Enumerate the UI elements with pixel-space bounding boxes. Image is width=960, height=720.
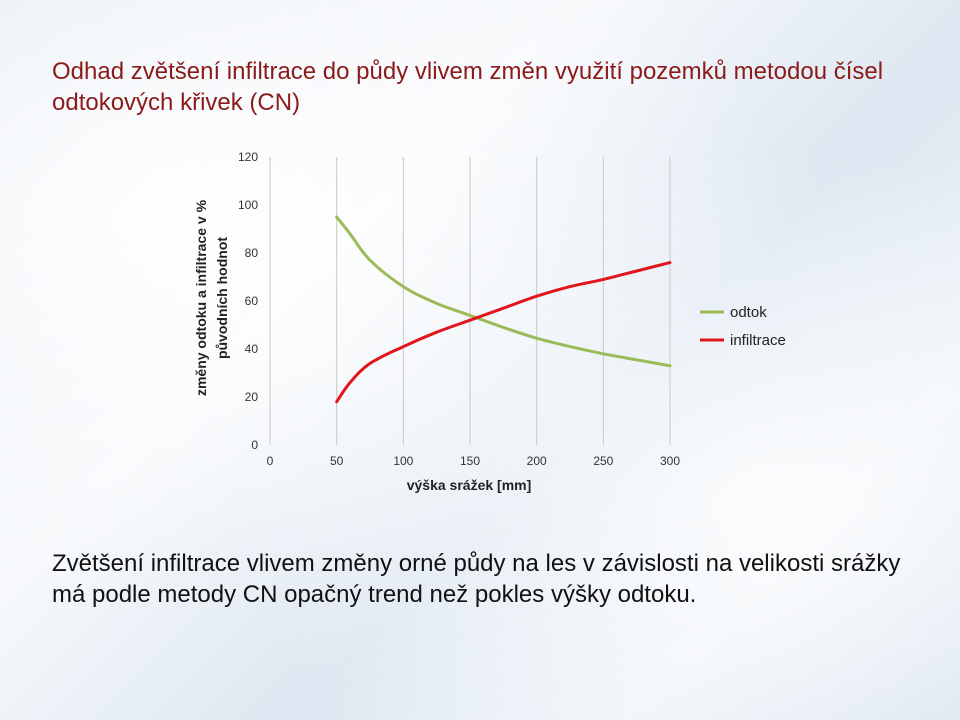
chart-series	[335, 215, 672, 404]
x-axis-label: výška srážek [mm]	[407, 477, 532, 493]
y-axis-label-line1: změny odtoku a infiltrace v %	[193, 199, 209, 396]
line-chart: 0 20 40 60 80 100 120 0 50 100 150 200 250 300 výška…	[193, 150, 786, 493]
y-tick-label: 100	[238, 198, 258, 212]
y-tick-label: 60	[245, 294, 259, 308]
y-tick-label: 20	[245, 390, 259, 404]
series-line-odtok	[335, 215, 672, 368]
x-tick-label: 200	[527, 454, 547, 468]
y-tick-label: 40	[245, 342, 259, 356]
legend-label-odtok: odtok	[730, 304, 767, 321]
x-tick-label: 100	[393, 454, 413, 468]
chart-grid	[269, 157, 671, 445]
y-tick-label: 80	[245, 246, 259, 260]
x-tick-label: 250	[593, 454, 613, 468]
x-tick-label: 150	[460, 454, 480, 468]
x-tick-label: 0	[267, 454, 274, 468]
y-tick-label: 120	[238, 150, 258, 164]
slide-title: Odhad zvětšení infiltrace do půdy vlivem…	[52, 58, 884, 116]
chart-legend: odtok infiltrace	[700, 304, 786, 349]
x-tick-label: 300	[660, 454, 680, 468]
y-tick-label: 0	[251, 438, 258, 452]
legend-label-infiltrace: infiltrace	[730, 332, 786, 349]
y-tick-labels: 0 20 40 60 80 100 120	[238, 150, 258, 452]
x-tick-label: 50	[330, 454, 344, 468]
y-axis-label-line2: původních hodnot	[214, 237, 230, 359]
x-tick-labels: 0 50 100 150 200 250 300	[267, 454, 681, 468]
series-line-infiltrace	[335, 261, 672, 404]
slide-caption: Zvětšení infiltrace vlivem změny orné pů…	[52, 550, 901, 608]
